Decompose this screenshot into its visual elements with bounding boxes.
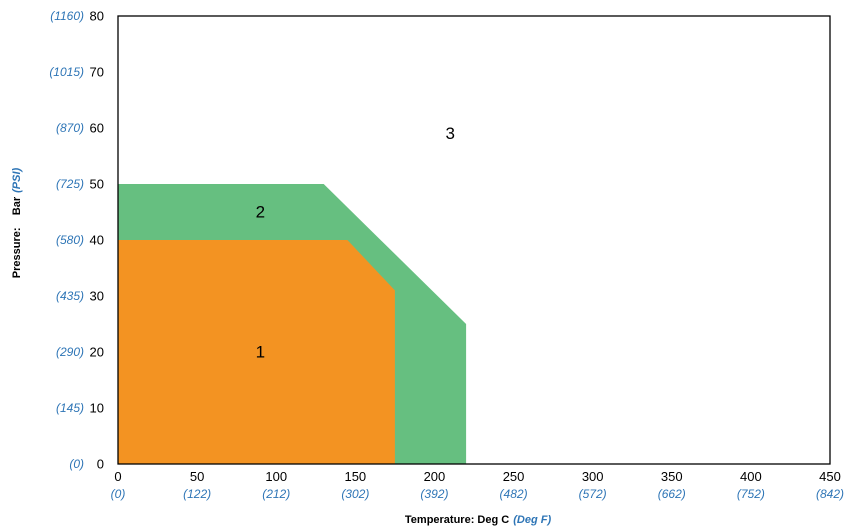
x-tick-label: 450 xyxy=(819,469,841,484)
y-tick-label-psi: (870) xyxy=(56,121,84,135)
x-tick-label: 250 xyxy=(503,469,525,484)
x-tick-label: 50 xyxy=(190,469,204,484)
x-tick-label-degf: (662) xyxy=(658,487,686,501)
y-tick-label-psi: (725) xyxy=(56,177,84,191)
y-tick-label-psi: (290) xyxy=(56,345,84,359)
y-tick-label-psi: (0) xyxy=(69,457,84,471)
x-tick-label-degf: (392) xyxy=(420,487,448,501)
x-tick-label: 200 xyxy=(424,469,446,484)
x-tick-label: 350 xyxy=(661,469,683,484)
x-tick-label-degf: (572) xyxy=(579,487,607,501)
x-axis: 0 (0) 50 (122) 100 (212) 150 (302) 200 (392) 250 (4… xyxy=(111,469,844,501)
y-tick-label-psi: (1160) xyxy=(50,9,84,23)
x-tick-label: 300 xyxy=(582,469,604,484)
y-tick-label: 60 xyxy=(90,121,104,136)
y-tick-label: 20 xyxy=(90,345,104,360)
zone-labels-layer: 2 1 3 xyxy=(256,124,455,361)
y-axis-title-main: Pressure: Bar xyxy=(11,196,23,278)
y-axis: 0 (0) 10 (145) 20 (290) 30 (435) 40 (580) 50 (725) 6… xyxy=(49,9,104,472)
y-tick-label: 0 xyxy=(97,457,104,472)
y-tick-label: 70 xyxy=(90,65,104,80)
x-tick-label-degf: (0) xyxy=(111,487,126,501)
zone-2-label: 2 xyxy=(256,203,265,222)
y-axis-title-alt: (PSI) xyxy=(11,167,23,192)
y-tick-label-psi: (580) xyxy=(56,233,84,247)
y-tick-label-psi: (1015) xyxy=(49,65,84,79)
y-tick-label-psi: (145) xyxy=(56,401,84,415)
zone-3-label: 3 xyxy=(446,124,455,143)
y-tick-label: 50 xyxy=(90,177,104,192)
x-tick-label: 0 xyxy=(114,469,121,484)
x-tick-label-degf: (842) xyxy=(816,487,844,501)
y-tick-label: 80 xyxy=(90,9,104,24)
x-axis-title: Temperature: Deg C (Deg F) xyxy=(405,514,552,526)
x-tick-label: 400 xyxy=(740,469,762,484)
x-axis-title-alt: (Deg F) xyxy=(513,514,551,526)
x-tick-label: 150 xyxy=(344,469,366,484)
x-tick-label-degf: (212) xyxy=(262,487,290,501)
zone-1-label: 1 xyxy=(256,343,265,362)
x-tick-label-degf: (752) xyxy=(737,487,765,501)
y-tick-label: 40 xyxy=(90,233,104,248)
x-tick-label-degf: (122) xyxy=(183,487,211,501)
x-tick-label: 100 xyxy=(265,469,287,484)
x-axis-title-main: Temperature: Deg C xyxy=(405,514,509,526)
y-tick-label-psi: (435) xyxy=(56,289,84,303)
y-axis-title: Pressure: Bar (PSI) xyxy=(11,167,23,278)
zones-layer xyxy=(118,184,467,464)
x-tick-label-degf: (482) xyxy=(500,487,528,501)
x-tick-label-degf: (302) xyxy=(341,487,369,501)
y-tick-label: 30 xyxy=(90,289,104,304)
zone-1-area xyxy=(118,240,395,464)
y-tick-label: 10 xyxy=(90,401,104,416)
plot-area-border xyxy=(117,15,831,465)
